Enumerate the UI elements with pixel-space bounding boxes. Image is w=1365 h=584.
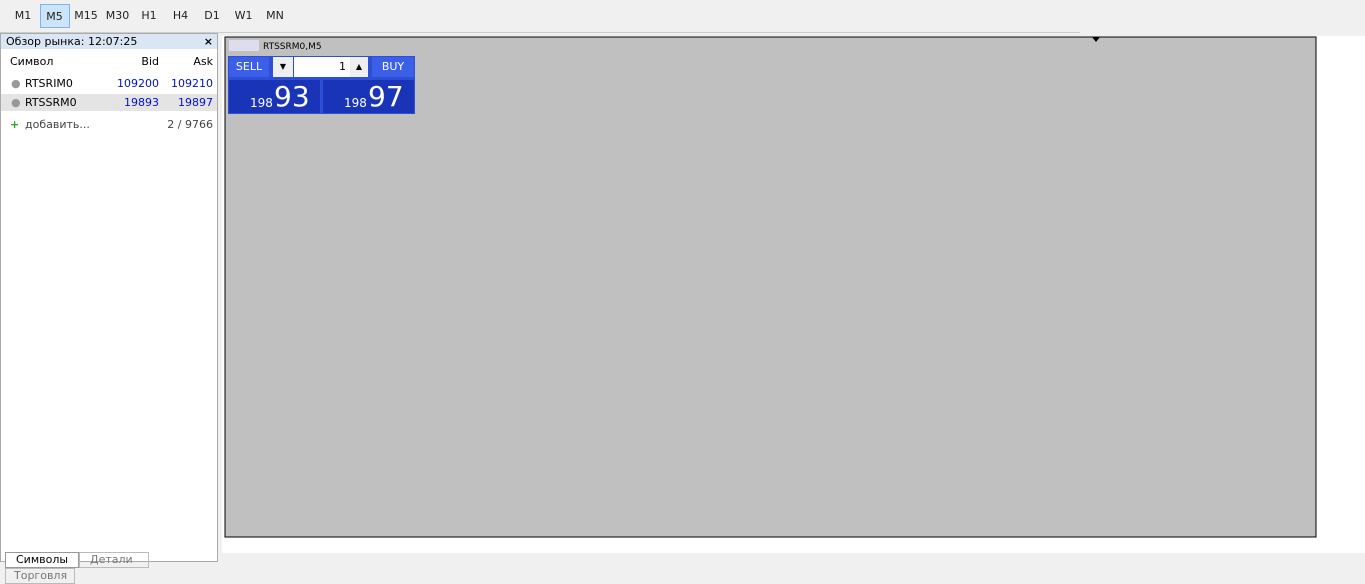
timeframe-button[interactable]: W1 [234, 9, 253, 22]
symbol-count: 2 / 9766 [167, 118, 213, 131]
window-icon [229, 40, 259, 51]
add-row[interactable]: + добавить... 2 / 9766 [10, 118, 213, 131]
header-row: Символ Bid Ask [1, 53, 217, 70]
tab[interactable]: Символы [5, 552, 79, 568]
market-watch-title: Обзор рынка: 12:07:25 × [1, 34, 217, 49]
ask: 109210 [171, 77, 213, 90]
buy-button[interactable]: BUY [372, 57, 414, 77]
symbol: RTSSRM0 [25, 96, 77, 109]
add-symbol: добавить... [25, 118, 90, 131]
timeframe-button[interactable]: H4 [172, 9, 189, 22]
buy-price-small: 97 [368, 80, 404, 113]
column-header[interactable]: Ask [193, 55, 213, 68]
chart-title: RTSSRM0,M5 [263, 42, 322, 52]
timeframe-button[interactable]: H1 [141, 9, 157, 22]
sell-price[interactable]: 198 93 [229, 80, 320, 113]
timeframe-button[interactable]: M5 [39, 4, 70, 28]
buy-price[interactable]: 198 97 [323, 80, 414, 113]
timeframe-button[interactable]: M1 [14, 9, 32, 22]
bid: 109200 [117, 77, 159, 90]
tab[interactable]: Детали [79, 552, 149, 568]
close-button[interactable]: × [203, 35, 213, 48]
toolbar: M1 M5 M15 M30 H1 H4 D1 W1 MN [0, 0, 1080, 33]
symbol: RTSRIM0 [25, 77, 73, 90]
shift-marker [1092, 37, 1100, 42]
sell-price-small: 93 [274, 80, 310, 113]
tabs: Символы ДеталиТорговля [5, 552, 217, 584]
column-header[interactable]: Bid [141, 55, 159, 68]
ask: 19897 [178, 96, 213, 109]
volume-down[interactable]: ▼ [273, 57, 293, 77]
volume-input[interactable]: 1 [294, 57, 350, 77]
bid: 19893 [124, 96, 159, 109]
timeframe-button[interactable]: D1 [204, 9, 220, 22]
symbol-row[interactable]: ● RTSSRM0 19893 19897 [1, 94, 217, 111]
title-text: Обзор рынка: 12:07:25 [6, 35, 138, 48]
timeframe-button[interactable]: M15 [74, 9, 98, 22]
symbol-row[interactable]: ● RTSRIM0 109200 109210 [11, 77, 213, 90]
market-watch: Обзор рынка: 12:07:25 × Символ Bid Ask ●… [0, 33, 218, 584]
timeframe-button[interactable]: M30 [105, 9, 130, 22]
column-header[interactable]: Символ [10, 55, 54, 68]
tab[interactable]: Торговля [5, 568, 75, 584]
sell-button[interactable]: SELL [229, 57, 269, 77]
one-click-trading: SELL ▼ 1 ▲ BUY 198 93 198 97 [228, 56, 415, 114]
volume-up[interactable]: ▲ [350, 57, 368, 77]
sell-price-big: 198 [250, 96, 273, 110]
buy-price-big: 198 [344, 96, 367, 110]
timeframe-button[interactable]: MN [266, 9, 284, 22]
